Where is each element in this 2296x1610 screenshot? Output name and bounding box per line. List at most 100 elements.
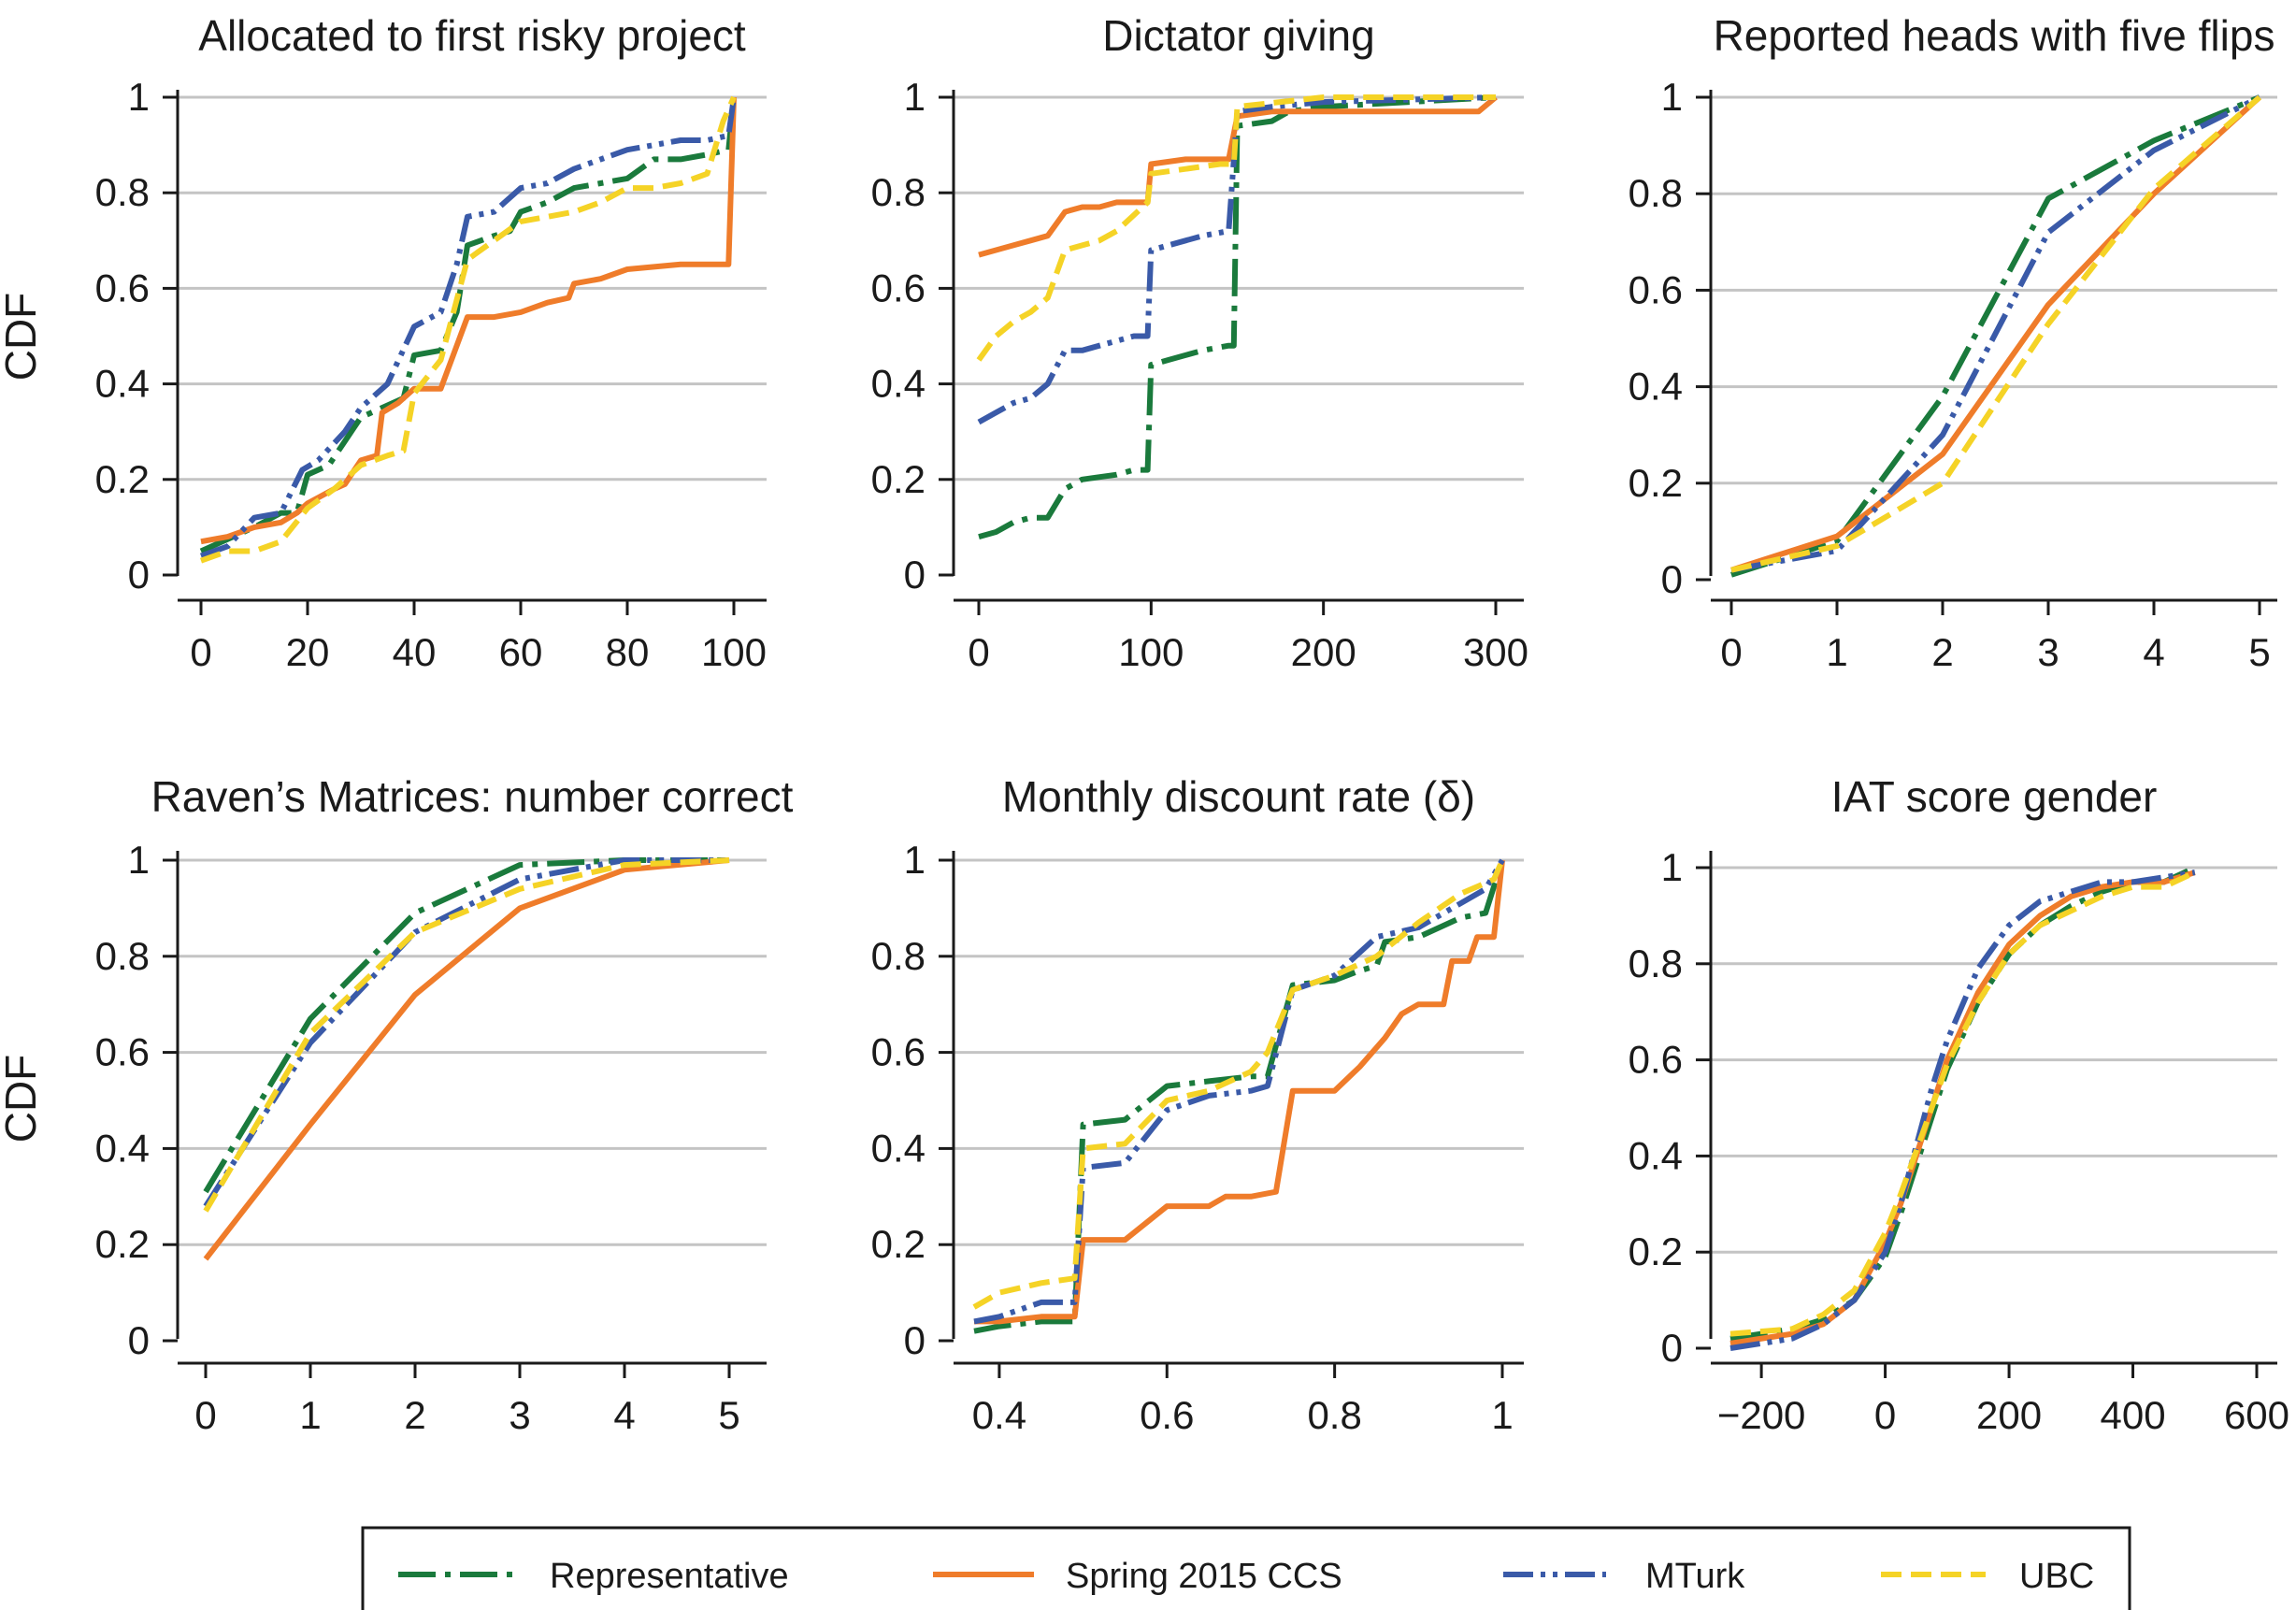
x-tick-label: 1 (299, 1393, 321, 1437)
x-tick-label: 5 (718, 1393, 739, 1437)
x-tick-label: 0 (190, 630, 211, 674)
y-axis-label: CDF (0, 1055, 45, 1143)
y-tick-label: 0.2 (871, 1222, 926, 1266)
x-tick-label: 60 (499, 630, 543, 674)
x-tick-label: 0 (1720, 630, 1742, 674)
series-line-mturk (1730, 94, 2261, 573)
panel-1: Allocated to first risky project CDF 0 0.2 0… (0, 11, 767, 674)
panel-5: Monthly discount rate (δ) 0 0.2 0.4 0.6 0.8 1 0… (871, 772, 1524, 1437)
x-tick-label: 0 (1874, 1393, 1896, 1437)
y-tick-label: 1 (128, 838, 150, 882)
y-tick-label: 0.6 (1629, 1038, 1683, 1082)
x-tick-label: 3 (2037, 630, 2059, 674)
x-tick-label: 40 (393, 630, 437, 674)
series-line-representative (978, 94, 1497, 539)
x-tick-label: 0 (194, 1393, 216, 1437)
legend-label-representative: Representative (550, 1557, 789, 1596)
x-tick-label: −200 (1717, 1393, 1806, 1437)
y-tick-label: 0.2 (95, 457, 150, 501)
y-tick-label: 0.4 (871, 362, 926, 406)
y-tick-label: 0 (128, 553, 150, 597)
x-tick-label: 100 (1118, 630, 1184, 674)
series-line-ccs (1730, 94, 2262, 573)
y-tick-label: 0.2 (1629, 1229, 1683, 1273)
x-tick-label: 200 (1291, 630, 1356, 674)
y-tick-label: 0 (904, 553, 926, 597)
series-line-ccs (1729, 870, 2196, 1346)
series-line-ubc (976, 94, 1496, 362)
series-line-ubc (203, 857, 730, 1213)
x-tick-label: 0 (968, 630, 989, 674)
x-tick-label: 20 (286, 630, 330, 674)
x-tick-label: 1 (1491, 1393, 1513, 1437)
x-tick-label: 200 (1976, 1393, 2042, 1437)
x-tick-label: 0.4 (972, 1393, 1026, 1437)
y-tick-label: 0.2 (1629, 461, 1683, 505)
y-tick-label: 0.2 (871, 457, 926, 501)
panel-4: Raven’s Matrices: number correct CDF 0 0.2 0… (0, 772, 794, 1437)
y-tick-label: 0.4 (95, 1126, 150, 1170)
y-tick-label: 1 (904, 75, 926, 119)
series-line-ubc (972, 858, 1505, 1310)
y-tick-label: 0 (128, 1318, 150, 1362)
series-line-representative (1730, 94, 2261, 578)
x-tick-label: 4 (613, 1393, 635, 1437)
y-tick-label: 0.6 (95, 1030, 150, 1074)
x-tick-label: 400 (2100, 1393, 2165, 1437)
x-tick-label: 1 (1826, 630, 1847, 674)
y-tick-label: 1 (904, 838, 926, 882)
series-line-mturk (977, 94, 1497, 425)
panel-6: IAT score gender 0 0.2 0.4 0.6 0.8 1 −200 0 200 40… (1629, 772, 2289, 1437)
x-tick-label: 300 (1463, 630, 1528, 674)
legend: Representative Spring 2015 CCS MTurk UBC (361, 1526, 2131, 1610)
y-tick-label: 0.4 (1629, 365, 1683, 409)
y-tick-label: 0 (1661, 557, 1683, 601)
panel-title: IAT score gender (1831, 772, 2158, 821)
panel-3: Reported heads with five flips 0 0.2 0.4 0.6… (1629, 11, 2277, 674)
y-tick-label: 0.6 (1629, 267, 1683, 311)
y-tick-label: 0.6 (871, 266, 926, 309)
y-tick-label: 0.8 (871, 170, 926, 214)
x-tick-label: 100 (701, 630, 767, 674)
x-tick-label: 0.8 (1307, 1393, 1361, 1437)
x-tick-label: 600 (2224, 1393, 2289, 1437)
x-tick-label: 80 (606, 630, 650, 674)
y-tick-label: 0.6 (95, 266, 150, 309)
panel-title: Allocated to first risky project (198, 11, 746, 60)
chart-panels: Allocated to first risky project CDF 0 0.2 0… (0, 11, 2289, 1437)
x-tick-label: 2 (404, 1393, 425, 1437)
y-axis-label: CDF (0, 293, 45, 381)
legend-label-mturk: MTurk (1645, 1557, 1745, 1596)
panel-title: Reported heads with five flips (1714, 11, 2275, 60)
x-tick-label: 2 (1931, 630, 1953, 674)
y-tick-label: 0.2 (95, 1222, 150, 1266)
series-line-mturk (973, 858, 1505, 1325)
series-line-ccs (974, 859, 1505, 1325)
series-line-representative (203, 857, 729, 1194)
series-line-representative (1729, 865, 2197, 1342)
series-line-representative (973, 859, 1505, 1334)
y-tick-label: 1 (1661, 75, 1683, 119)
y-tick-label: 0 (1661, 1326, 1683, 1370)
series-line-ccs (200, 96, 737, 545)
y-tick-label: 0.8 (1629, 942, 1683, 985)
x-tick-label: 4 (2143, 630, 2164, 674)
y-tick-label: 1 (1661, 845, 1683, 889)
panel-title: Monthly discount rate (δ) (1002, 772, 1475, 821)
x-tick-label: 0.6 (1140, 1393, 1194, 1437)
panel-title: Dictator giving (1102, 11, 1374, 60)
y-tick-label: 0.8 (1629, 171, 1683, 215)
y-tick-label: 0.8 (95, 934, 150, 978)
y-tick-label: 0.8 (871, 934, 926, 978)
series-line-ubc (1729, 870, 2197, 1337)
series-line-mturk (203, 857, 729, 1208)
panel-2: Dictator giving 0 0.2 0.4 0.6 0.8 1 0 100 200 300 (871, 11, 1528, 674)
legend-label-ccs: Spring 2015 CCS (1066, 1557, 1342, 1596)
series-line-mturk (199, 96, 737, 559)
y-tick-label: 0.4 (95, 362, 150, 406)
panel-title: Raven’s Matrices: number correct (151, 772, 794, 821)
y-tick-label: 0.4 (1629, 1133, 1683, 1177)
legend-frame (361, 1526, 2131, 1610)
y-tick-label: 0.8 (95, 170, 150, 214)
